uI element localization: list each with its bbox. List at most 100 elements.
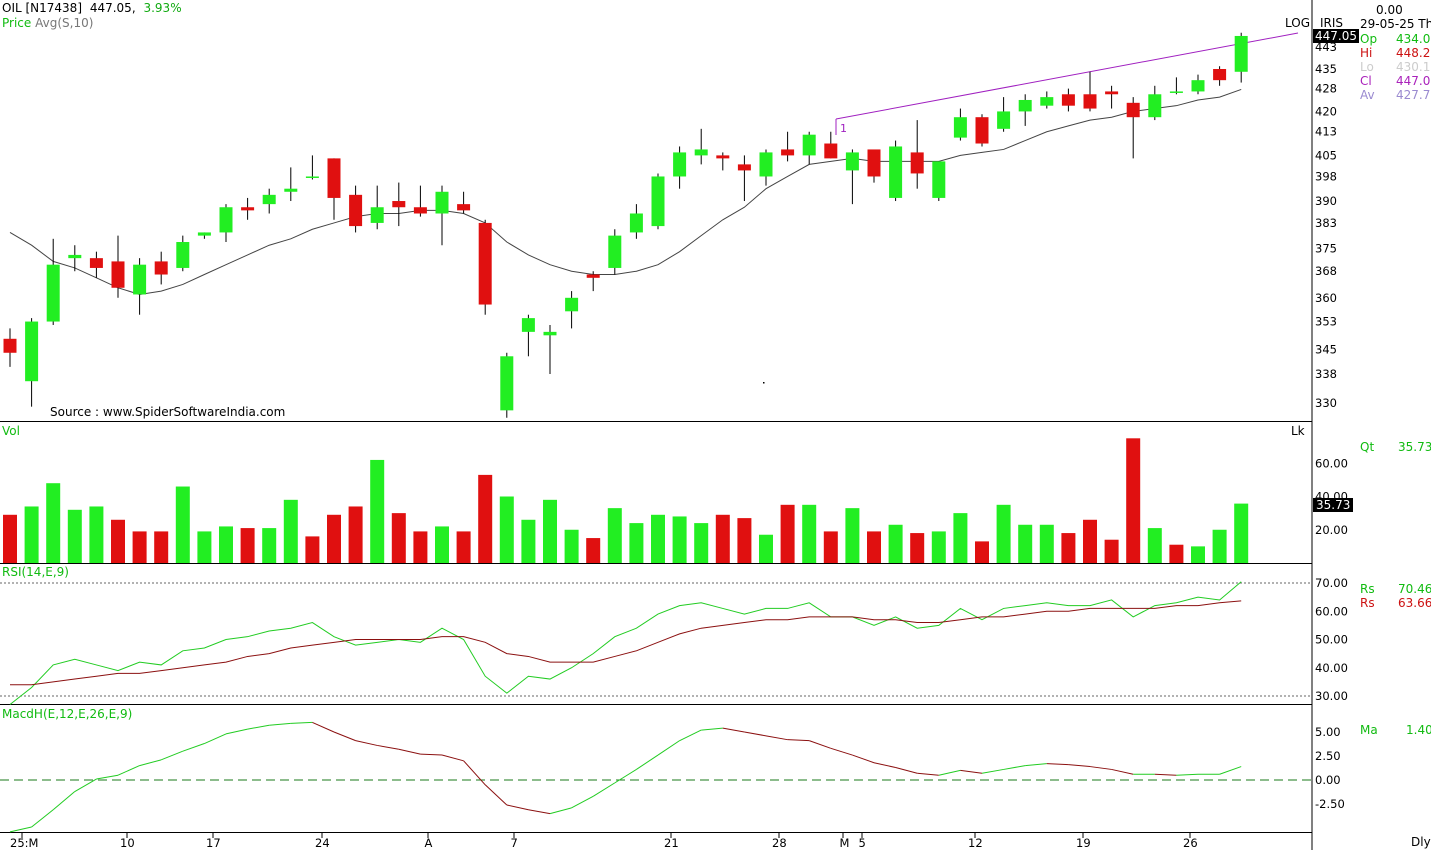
- volume-bar: [1234, 503, 1249, 563]
- volume-bar: [651, 514, 665, 563]
- macd-segment: [1025, 763, 1047, 767]
- macd-segment: [1046, 763, 1069, 766]
- candle: [68, 245, 82, 272]
- candle-body: [694, 149, 708, 156]
- macd-segment: [549, 807, 572, 815]
- candle: [1040, 91, 1054, 109]
- rsi-line: [9, 581, 1242, 705]
- macd-segment: [701, 727, 723, 731]
- candle-body: [327, 158, 341, 198]
- candle-body: [565, 297, 579, 312]
- candle: [478, 219, 492, 315]
- macd-segment: [355, 740, 378, 746]
- volume-bar: [456, 531, 471, 563]
- volume-bar: [1212, 529, 1227, 563]
- rsi-tick-label: 50.00: [1315, 633, 1348, 647]
- macd-segment: [981, 768, 1004, 774]
- volume-badge: 35.73: [1313, 498, 1354, 512]
- avg-line: [9, 88, 1242, 295]
- volume-bar: [996, 504, 1011, 563]
- rsi-value: Rs 70.46: [1360, 582, 1431, 596]
- volume-bar: [413, 531, 428, 563]
- log-label: LOG: [1285, 16, 1311, 30]
- macd-segment: [1089, 766, 1112, 770]
- macd-segment: [873, 762, 896, 769]
- candle-body: [845, 152, 859, 171]
- candle-body: [1169, 91, 1183, 93]
- volume-bar: [435, 526, 449, 563]
- macd-segment: [377, 744, 399, 750]
- candle-body: [997, 111, 1011, 129]
- volume-bar: [305, 536, 320, 563]
- macd-segment: [247, 724, 270, 730]
- candle-body: [953, 117, 967, 138]
- log-scale-toggle[interactable]: LOG: [1285, 16, 1310, 30]
- candle: [349, 185, 363, 233]
- price-tick-label: 413: [1315, 125, 1337, 139]
- candle-body: [586, 274, 600, 278]
- price-label: Price: [2, 16, 32, 30]
- macd-segment: [960, 769, 983, 774]
- candle: [89, 251, 103, 278]
- candle-body: [111, 261, 125, 288]
- candle-body: [1061, 94, 1075, 106]
- volume-bar: [694, 523, 709, 563]
- price-badge: 447.05: [1313, 29, 1359, 43]
- candle-body: [478, 222, 492, 305]
- rsi-label: RSI(14,E,9): [2, 565, 69, 579]
- macd-segment: [204, 733, 227, 744]
- volume-bar: [1039, 524, 1054, 563]
- stray-dot: [763, 382, 765, 384]
- candle: [1061, 88, 1075, 112]
- price-tick-label: 330: [1315, 396, 1337, 410]
- candle-body: [1148, 94, 1162, 118]
- macd-tick-label: 0.00: [1315, 773, 1341, 787]
- candle: [262, 188, 276, 214]
- volume-bar: [24, 506, 39, 563]
- candle: [435, 185, 449, 246]
- x-tick-label: 5: [859, 836, 866, 850]
- candle: [1169, 77, 1183, 95]
- candle: [500, 352, 514, 418]
- volume-bar: [327, 514, 341, 563]
- macd-segment: [1111, 768, 1134, 775]
- candle: [759, 149, 773, 186]
- candle-body: [241, 207, 255, 211]
- volume-bar: [391, 513, 406, 563]
- volume-bar: [1104, 539, 1119, 563]
- volume-bar: [780, 504, 795, 563]
- volume-bar: [370, 459, 385, 563]
- candle: [651, 173, 665, 230]
- macd-segment: [290, 721, 313, 724]
- volume-bar: [89, 506, 104, 563]
- iris-toggle[interactable]: IRIS: [1320, 16, 1343, 30]
- candle: [586, 271, 600, 292]
- candle: [197, 232, 211, 239]
- candle: [457, 191, 471, 214]
- macd-segment: [182, 743, 205, 752]
- candle: [997, 97, 1011, 132]
- candle-body: [932, 161, 946, 198]
- volume-bar: [975, 541, 989, 563]
- candle: [1018, 94, 1032, 126]
- candle: [176, 235, 190, 272]
- candle-body: [1126, 102, 1140, 118]
- candle-body: [629, 213, 643, 233]
- candle: [1213, 66, 1227, 86]
- qty-value: 35.73: [1398, 440, 1431, 454]
- candle: [781, 131, 795, 162]
- candle-body: [435, 191, 449, 214]
- volume-bar: [672, 516, 687, 563]
- volume-bar: [1191, 546, 1205, 563]
- macd-tick-label: 5.00: [1315, 725, 1341, 739]
- candle: [46, 238, 60, 325]
- volume-bar: [953, 513, 968, 563]
- macd-segment: [117, 765, 140, 776]
- volume-tick-label: 20.00: [1315, 523, 1348, 537]
- price-tick-label: 398: [1315, 169, 1337, 183]
- rsi-signal: Rs 63.66: [1360, 596, 1431, 610]
- volume-bar: [845, 508, 860, 563]
- macd-segment: [9, 826, 32, 833]
- macd-segment: [441, 754, 464, 762]
